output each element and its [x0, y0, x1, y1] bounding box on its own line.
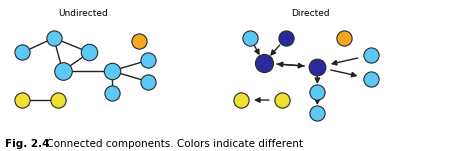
Point	[340, 37, 347, 39]
Point	[367, 78, 374, 80]
Text: Directed: Directed	[291, 9, 329, 18]
Point	[259, 62, 267, 64]
Point	[19, 51, 26, 54]
Point	[313, 91, 320, 93]
Point	[313, 66, 320, 68]
Point	[237, 99, 244, 101]
Point	[55, 99, 62, 101]
Text: Undirected: Undirected	[58, 9, 107, 18]
Point	[108, 92, 115, 95]
Point	[282, 37, 289, 39]
Point	[367, 54, 374, 56]
Point	[246, 37, 253, 39]
Text: Fig. 2.4: Fig. 2.4	[5, 140, 50, 149]
Point	[278, 99, 285, 101]
Text: Connected components. Colors indicate different: Connected components. Colors indicate di…	[43, 140, 302, 149]
Point	[313, 112, 320, 114]
Point	[19, 99, 26, 101]
Point	[59, 70, 66, 72]
Point	[108, 70, 115, 72]
Point	[144, 80, 151, 83]
Point	[135, 39, 142, 42]
Point	[50, 37, 57, 39]
Point	[86, 51, 93, 54]
Point	[144, 59, 151, 62]
